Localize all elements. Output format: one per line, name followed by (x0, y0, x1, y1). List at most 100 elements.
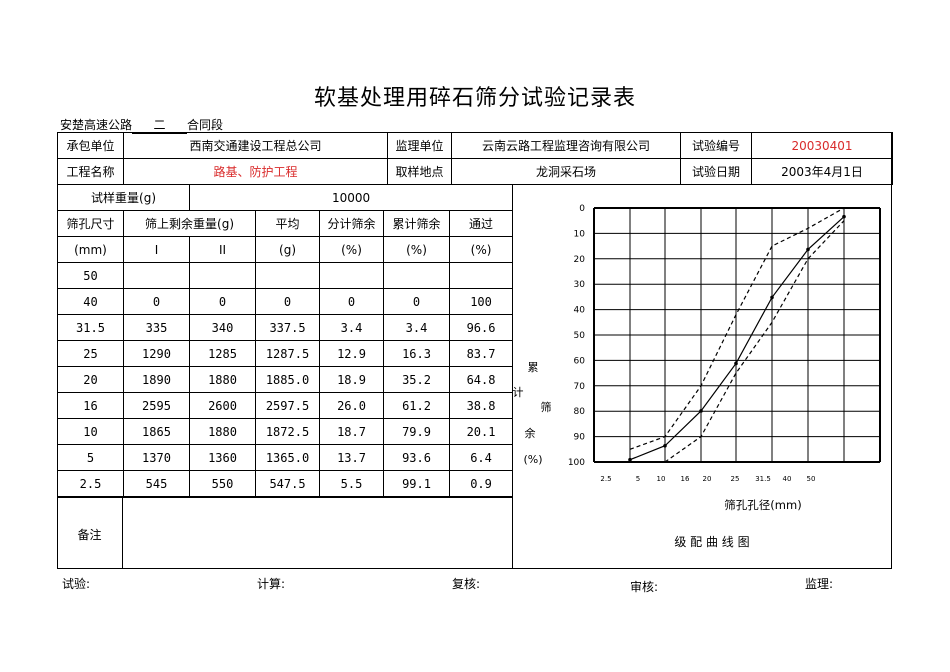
cell-cum: 3.4 (383, 314, 451, 341)
y-tick-label: 80 (574, 407, 586, 417)
cell-r2: 2600 (189, 392, 257, 419)
cell-r2: 550 (189, 470, 257, 497)
cell-cum (383, 262, 451, 289)
cell-r1: 2595 (122, 392, 191, 419)
cell-partial: 3.4 (319, 314, 385, 341)
col-sieve: 筛孔尺寸 (57, 210, 124, 237)
table-row: 31.5 335 340 337.5 3.4 3.4 96.6 (57, 314, 514, 341)
cell-partial: 13.7 (319, 444, 385, 471)
cell-size: 5 (57, 444, 124, 471)
x-tick-label: 50 (807, 475, 816, 483)
test-no-value: 20030401 (751, 132, 893, 159)
cell-partial (319, 262, 385, 289)
y-tick-label: 100 (568, 458, 585, 468)
col-retained: 筛上剩余重量(g) (122, 210, 257, 237)
unit-pct-partial: (%) (319, 236, 385, 263)
table-row: 50 (57, 262, 514, 289)
sample-place-label: 取样地点 (387, 158, 452, 185)
table-right-border (512, 184, 513, 569)
cell-pass: 64.8 (449, 366, 514, 393)
cell-partial: 0 (319, 288, 385, 315)
col-passing: 通过 (449, 210, 514, 237)
cell-size: 2.5 (57, 470, 124, 497)
y-tick-label: 30 (574, 280, 586, 290)
cell-pass: 6.4 (449, 444, 514, 471)
table-row: 40 0 0 0 0 0 100 (57, 288, 514, 315)
col-avg: 平均 (255, 210, 321, 237)
y-tick-label: 90 (574, 433, 586, 443)
cell-partial: 18.9 (319, 366, 385, 393)
cell-cum: 35.2 (383, 366, 451, 393)
y-tick-label: 0 (579, 204, 585, 214)
data-point (770, 295, 774, 300)
project-value: 路基、防护工程 (123, 158, 388, 185)
cell-r2: 0 (189, 288, 257, 315)
data-point (734, 361, 738, 366)
supervisor-value: 云南云路工程监理咨询有限公司 (451, 132, 681, 159)
cell-avg: 1287.5 (255, 340, 321, 367)
y-tick-label: 60 (574, 356, 586, 366)
cell-r2: 340 (189, 314, 257, 341)
grading-curve-chart: 0 10 20 30 40 50 60 70 80 90 100 2.5 5 10 16 20 25 31.5 4… (513, 204, 881, 549)
section-line: 安楚高速公路二合同段 (60, 116, 223, 134)
cell-r2: 1880 (189, 418, 257, 445)
cell-avg (255, 262, 321, 289)
col-cumulative: 累计筛余 (383, 210, 451, 237)
y-axis-label-char: 计 (513, 386, 524, 399)
cell-partial: 5.5 (319, 470, 385, 497)
section-suffix: 合同段 (187, 118, 224, 132)
page-title: 软基处理用碎石筛分试验记录表 (313, 86, 636, 111)
y-tick-label: 40 (574, 306, 586, 316)
table-row: 10 1865 1880 1872.5 18.7 79.9 20.1 (57, 418, 514, 445)
cell-avg: 1885.0 (255, 366, 321, 393)
cell-r2: 1360 (189, 444, 257, 471)
cell-r1: 1865 (122, 418, 191, 445)
remarks-label: 备注 (77, 528, 102, 542)
cell-r1: 545 (122, 470, 191, 497)
cell-pass: 96.6 (449, 314, 514, 341)
unit-pct-passing: (%) (449, 236, 514, 263)
y-tick-label: 70 (574, 382, 586, 392)
y-tick-label: 20 (574, 255, 586, 265)
cell-cum: 79.9 (383, 418, 451, 445)
x-tick-label: 20 (703, 475, 712, 483)
cell-r2: 1880 (189, 366, 257, 393)
section-prefix: 安楚高速公路 (60, 118, 133, 132)
y-axis-label-char: (%) (523, 453, 542, 466)
supervisor-label: 监理单位 (387, 132, 452, 159)
y-axis-label-char: 余 (525, 426, 536, 440)
envelope-line (630, 220, 845, 463)
cell-cum: 61.2 (383, 392, 451, 419)
cell-avg: 1872.5 (255, 418, 321, 445)
cell-pass: 20.1 (449, 418, 514, 445)
cell-partial: 18.7 (319, 418, 385, 445)
cell-pass: 0.9 (449, 470, 514, 497)
chart-caption: 级 配 曲 线 图 (674, 535, 749, 549)
table-row: 16 2595 2600 2597.5 26.0 61.2 38.8 (57, 392, 514, 419)
table-row: 5 1370 1360 1365.0 13.7 93.6 6.4 (57, 444, 514, 471)
x-tick-label: 16 (681, 475, 690, 483)
cell-r1: 1890 (122, 366, 191, 393)
y-axis-label-char: 累 (528, 361, 539, 374)
footer-audit: 审核: (630, 580, 659, 594)
unit-g: (g) (255, 236, 321, 263)
x-tick-label: 2.5 (600, 475, 611, 483)
y-tick-label: 10 (574, 229, 586, 239)
cell-cum: 93.6 (383, 444, 451, 471)
table-row: 2.5 545 550 547.5 5.5 99.1 0.9 (57, 470, 514, 497)
cell-cum: 16.3 (383, 340, 451, 367)
cell-r1: 1370 (122, 444, 191, 471)
cell-r2: 1285 (189, 340, 257, 367)
col-trial-2: II (189, 236, 257, 263)
cell-avg: 337.5 (255, 314, 321, 341)
test-date-label: 试验日期 (680, 158, 752, 185)
test-date-value: 2003年4月1日 (751, 158, 893, 185)
data-point (663, 443, 667, 448)
sample-weight-label: 试样重量(g) (56, 184, 191, 211)
sample-weight-value: 10000 (189, 184, 514, 211)
data-point (806, 247, 810, 252)
sieve-table: 试样重量(g) 10000 筛孔尺寸 筛上剩余重量(g) 平均 分计筛余 累计筛… (56, 184, 514, 497)
y-tick-label: 50 (574, 331, 586, 341)
cell-r1: 1290 (122, 340, 191, 367)
contractor-value: 西南交通建设工程总公司 (123, 132, 388, 159)
